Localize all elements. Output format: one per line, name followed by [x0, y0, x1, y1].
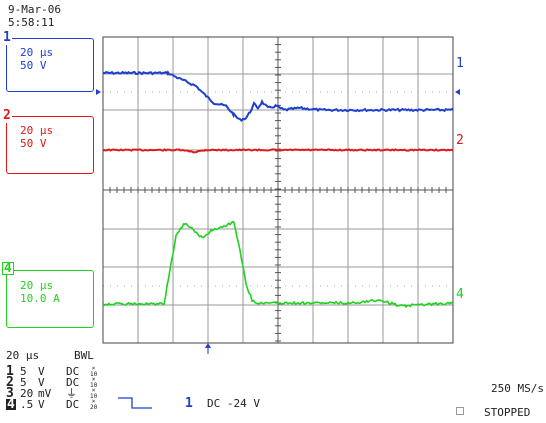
volts-per-div: 20 — [20, 387, 34, 400]
channel-4-box[interactable]: 4 20 µs 10.0 A — [2, 262, 94, 328]
probe-attenuation: × 20 — [90, 399, 97, 411]
channel-1-trace — [102, 70, 454, 123]
channel-2-box[interactable]: 2 20 µs 50 V — [2, 108, 94, 174]
channel-2-scale: 50 V — [20, 137, 47, 150]
channel-2-number: 2 — [2, 108, 12, 123]
coupling: DC — [66, 365, 80, 378]
channel-1-timebase: 20 µs — [20, 46, 54, 59]
trigger-source: 1 — [185, 396, 193, 411]
volts-per-div: 5 — [20, 376, 27, 389]
channel-1-number: 1 — [2, 30, 12, 45]
channel-4-scale: 10.0 A — [20, 292, 60, 305]
channel-4-trace-label: 4 — [456, 287, 464, 302]
coupling: ⏚ — [66, 387, 77, 400]
channel-2-timebase: 20 µs — [20, 124, 54, 137]
channel-4-number: 4 — [2, 261, 14, 276]
channel-1-trace-label: 1 — [456, 56, 464, 71]
probe-factor: 10 — [90, 382, 98, 389]
channel-number: 4 — [6, 397, 16, 412]
channel-1-scale: 50 V — [20, 59, 47, 72]
datetime: 9-Mar-06 5:58:11 — [8, 3, 61, 29]
channel-2-trace — [102, 148, 454, 154]
channel-number: 2 — [6, 375, 14, 390]
timebase-readout: 20 µs — [6, 349, 40, 362]
trigger-level: DC -24 V — [207, 397, 260, 410]
probe-multiplier: × — [91, 387, 96, 394]
probe-factor: 10 — [90, 371, 98, 378]
sample-rate: 250 MS/s — [491, 382, 544, 395]
bwl-indicator: BWL — [74, 349, 94, 362]
channel-2-trace-label: 2 — [456, 133, 464, 148]
volts-unit: V — [38, 365, 45, 378]
probe-attenuation: × 10 — [90, 377, 97, 389]
probe-factor: 20 — [90, 404, 98, 411]
channel-1-box[interactable]: 1 20 µs 50 V — [2, 30, 94, 92]
probe-factor: 10 — [90, 393, 98, 400]
coupling: DC — [66, 398, 80, 411]
channel-4-trace — [102, 220, 454, 308]
volts-unit: mV — [38, 387, 52, 400]
stopped-checkbox-icon[interactable] — [456, 407, 464, 415]
probe-attenuation: × 10 — [90, 388, 97, 400]
probe-multiplier: × — [91, 365, 96, 372]
coupling: DC — [66, 376, 80, 389]
volts-unit: V — [38, 398, 45, 411]
channel-number: 3 — [6, 386, 14, 401]
time: 5:58:11 — [8, 16, 55, 29]
acquisition-status: STOPPED — [484, 406, 531, 419]
trigger-level-marker — [455, 89, 460, 95]
channel-number: 1 — [6, 364, 14, 379]
channel-4-timebase: 20 µs — [20, 279, 54, 292]
date: 9-Mar-06 — [8, 3, 61, 16]
volts-unit: V — [38, 376, 45, 389]
channel-1-ground-marker — [96, 89, 101, 95]
probe-attenuation: × 10 — [90, 366, 97, 378]
probe-multiplier: × — [91, 398, 96, 405]
trigger-edge-icon — [118, 397, 152, 409]
volts-per-div: 5 — [20, 365, 27, 378]
volts-per-div: .5 — [20, 398, 34, 411]
trigger-position-arrow — [205, 343, 211, 354]
probe-multiplier: × — [91, 376, 96, 383]
